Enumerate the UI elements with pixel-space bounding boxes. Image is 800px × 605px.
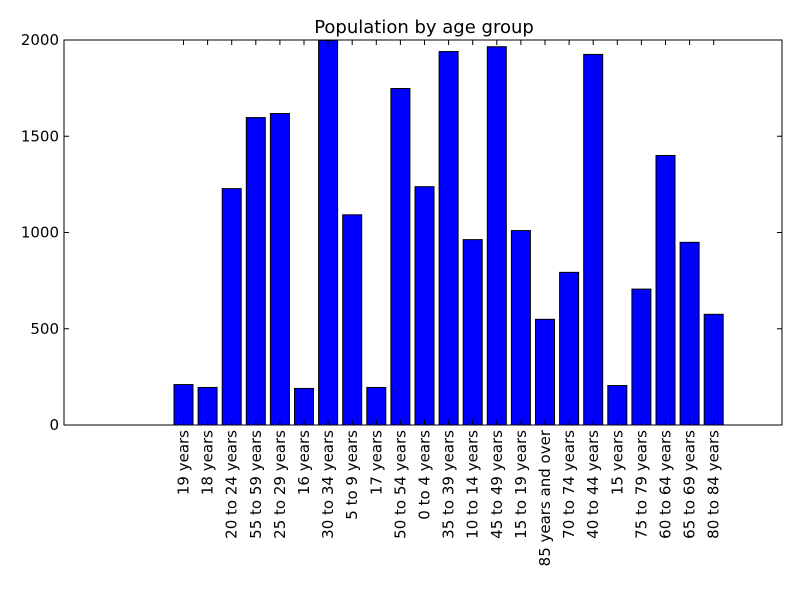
x-tick-label: 40 to 44 years bbox=[584, 430, 602, 539]
x-tick-label: 15 to 19 years bbox=[512, 430, 530, 539]
y-tick-label: 2000 bbox=[21, 31, 59, 49]
bar bbox=[269, 113, 290, 426]
x-tick-label: 10 to 14 years bbox=[464, 430, 482, 539]
bar bbox=[559, 271, 580, 426]
x-tick-label: 85 years and over bbox=[536, 429, 554, 566]
y-tick-label: 1500 bbox=[21, 127, 59, 145]
chart-title: Population by age group bbox=[314, 17, 534, 38]
x-tick-label: 17 years bbox=[367, 430, 385, 495]
x-tick-label: 30 to 34 years bbox=[319, 430, 337, 539]
bar bbox=[655, 155, 676, 426]
bar bbox=[245, 117, 266, 426]
x-tick-label: 0 to 4 years bbox=[416, 430, 434, 520]
ticks-layer: 19 years 18 years 20 to 24 years 55 to 59 y… bbox=[21, 31, 782, 566]
bar bbox=[679, 241, 700, 426]
x-tick-label: 75 to 79 years bbox=[632, 430, 650, 539]
bar bbox=[535, 318, 555, 426]
bar bbox=[294, 387, 314, 426]
y-tick-label: 1000 bbox=[21, 224, 59, 242]
bar bbox=[486, 46, 507, 426]
x-tick-label: 70 to 74 years bbox=[560, 430, 578, 539]
x-tick-label: 20 to 24 years bbox=[223, 430, 241, 539]
bar bbox=[173, 384, 194, 426]
x-tick-label: 45 to 49 years bbox=[488, 430, 506, 539]
plot-frame bbox=[63, 39, 783, 426]
x-tick-label: 19 years bbox=[175, 430, 193, 495]
bar bbox=[631, 288, 652, 426]
x-tick-label: 60 to 64 years bbox=[657, 430, 675, 539]
x-tick-label: 16 years bbox=[295, 430, 313, 495]
x-tick-label: 35 to 39 years bbox=[440, 430, 458, 539]
bar bbox=[583, 53, 604, 426]
x-tick-label: 55 to 59 years bbox=[247, 430, 265, 539]
bar bbox=[703, 313, 724, 426]
bar bbox=[438, 51, 459, 426]
bar bbox=[390, 88, 411, 426]
bar bbox=[221, 188, 242, 426]
x-tick-label: 15 years bbox=[608, 430, 626, 495]
bar bbox=[342, 214, 363, 426]
x-tick-label: 25 to 29 years bbox=[271, 430, 289, 539]
y-tick-label: 0 bbox=[49, 416, 59, 434]
bar bbox=[510, 230, 531, 426]
bar bbox=[366, 386, 387, 426]
x-tick-label: 80 to 84 years bbox=[705, 430, 723, 539]
bar bbox=[607, 385, 628, 426]
bar bbox=[462, 239, 483, 426]
y-tick-label: 500 bbox=[30, 320, 59, 338]
bar bbox=[414, 186, 435, 426]
bar bbox=[197, 386, 218, 426]
x-tick-label: 5 to 9 years bbox=[343, 430, 361, 520]
bars-layer bbox=[173, 39, 724, 426]
x-tick-label: 18 years bbox=[199, 430, 217, 495]
bar bbox=[318, 39, 339, 426]
x-tick-label: 50 to 54 years bbox=[391, 430, 409, 539]
x-tick-label: 65 to 69 years bbox=[681, 430, 699, 539]
